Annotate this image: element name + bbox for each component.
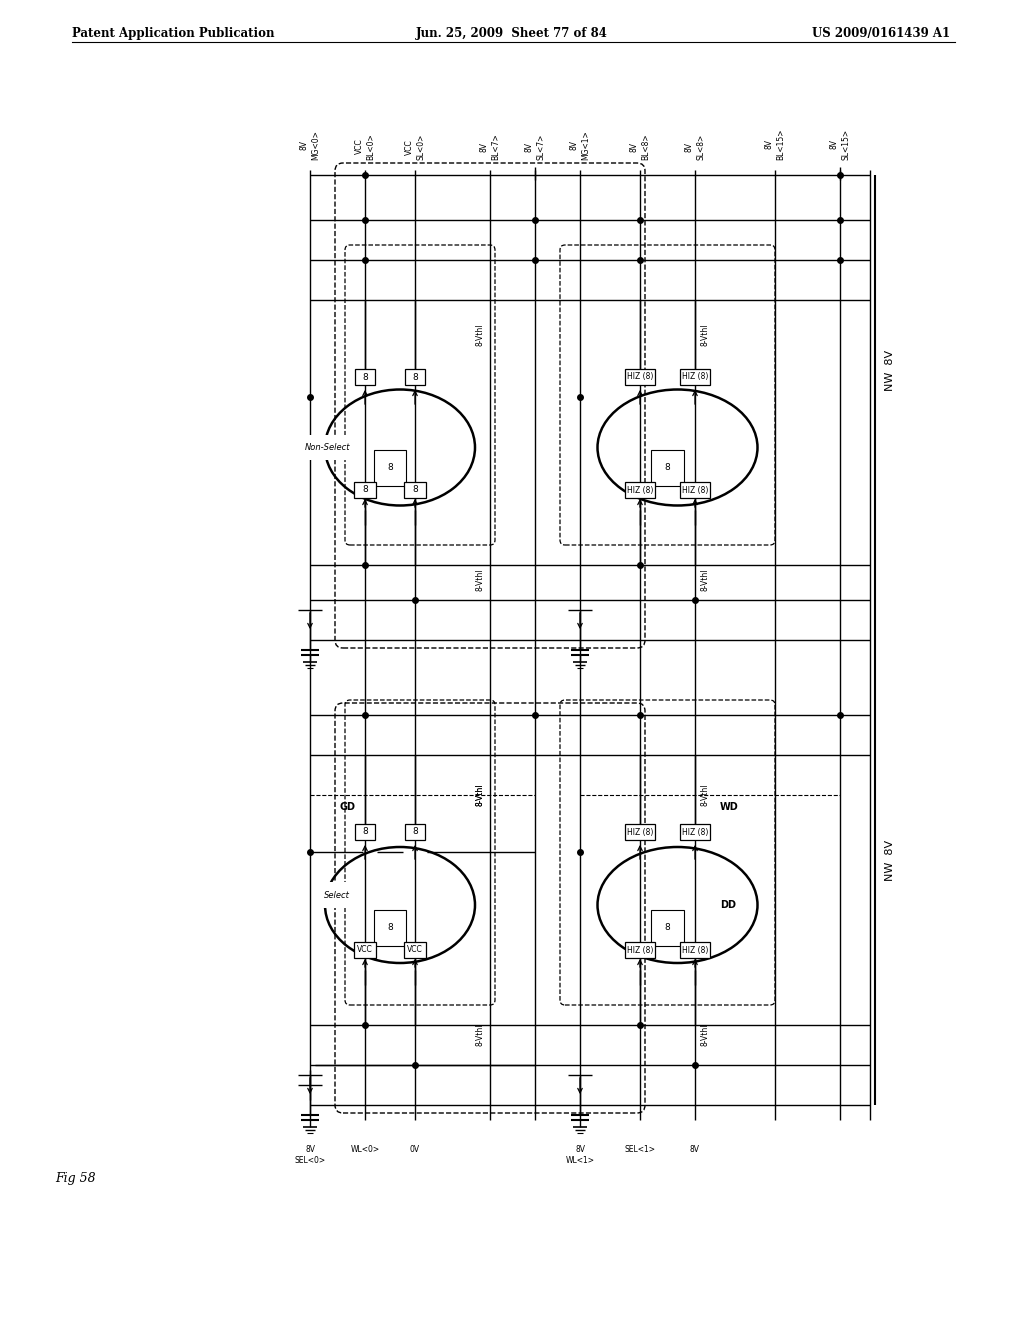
Text: 8-Vthl: 8-Vthl [475, 784, 484, 807]
Text: 8: 8 [665, 924, 671, 932]
Text: NW  8V: NW 8V [885, 840, 895, 880]
Text: HIZ (8): HIZ (8) [682, 486, 709, 495]
Bar [355, 824, 375, 840]
Text: Patent Application Publication: Patent Application Publication [72, 26, 274, 40]
Text: GD: GD [340, 803, 356, 813]
Text: 8: 8 [362, 486, 368, 495]
Text: WL<0>: WL<0> [350, 1144, 380, 1154]
Text: HIZ (8): HIZ (8) [627, 828, 653, 837]
Text: US 2009/0161439 A1: US 2009/0161439 A1 [812, 26, 950, 40]
Text: HIZ (8): HIZ (8) [682, 828, 709, 837]
Text: 8V: 8V [690, 1144, 700, 1154]
Text: 8-Vthl: 8-Vthl [700, 569, 710, 591]
Text: HIZ (8): HIZ (8) [627, 372, 653, 381]
Bar [354, 482, 376, 498]
Text: WD: WD [720, 803, 738, 813]
Text: 8: 8 [412, 486, 418, 495]
Text: SEL<1>: SEL<1> [625, 1144, 655, 1154]
Text: 8-Vthl: 8-Vthl [475, 1024, 484, 1047]
Bar [406, 824, 425, 840]
Bar [625, 942, 655, 958]
Text: DD: DD [720, 900, 736, 909]
Text: 8V
SL<8>: 8V SL<8> [685, 133, 706, 160]
Text: NW  8V: NW 8V [885, 350, 895, 391]
Text: Select: Select [325, 891, 350, 899]
Bar [680, 370, 710, 385]
Text: 8V
MG<0>: 8V MG<0> [300, 131, 321, 160]
Text: 8: 8 [665, 463, 671, 473]
Bar [680, 482, 710, 498]
Text: 8: 8 [412, 372, 418, 381]
Text: HIZ (8): HIZ (8) [627, 945, 653, 954]
Text: 8-Vthl: 8-Vthl [475, 569, 484, 591]
Text: Fig 58: Fig 58 [55, 1172, 95, 1185]
Text: VCC: VCC [357, 945, 373, 954]
Bar [406, 370, 425, 385]
Text: 8: 8 [387, 924, 393, 932]
Text: 8-Vthl: 8-Vthl [475, 784, 484, 807]
Text: 8-Vthl: 8-Vthl [700, 1024, 710, 1047]
Text: 8V
BL<8>: 8V BL<8> [630, 133, 650, 160]
Bar [354, 942, 376, 958]
Text: VCC: VCC [408, 945, 423, 954]
Text: 8V
SL<15>: 8V SL<15> [829, 129, 850, 160]
Bar [680, 824, 710, 840]
Text: 8V
SL<7>: 8V SL<7> [525, 133, 545, 160]
Bar [625, 370, 655, 385]
Bar [404, 482, 426, 498]
Text: 8: 8 [412, 828, 418, 837]
Text: 8V
BL<7>: 8V BL<7> [480, 133, 500, 160]
Text: 8: 8 [362, 828, 368, 837]
Text: Non-Select: Non-Select [304, 444, 350, 451]
Text: 8: 8 [362, 372, 368, 381]
Bar [680, 942, 710, 958]
Text: VCC
BL<0>: VCC BL<0> [355, 133, 375, 160]
Text: Jun. 25, 2009  Sheet 77 of 84: Jun. 25, 2009 Sheet 77 of 84 [416, 26, 608, 40]
Text: 8: 8 [387, 463, 393, 473]
Text: 8V
WL<1>: 8V WL<1> [565, 1144, 595, 1166]
Text: 0V: 0V [410, 1144, 420, 1154]
Text: 8V
BL<15>: 8V BL<15> [765, 128, 785, 160]
Text: 8-Vthl: 8-Vthl [475, 323, 484, 346]
Bar [404, 942, 426, 958]
Text: 8-Vthl: 8-Vthl [700, 784, 710, 807]
Text: 8-Vthl: 8-Vthl [700, 323, 710, 346]
Bar [625, 482, 655, 498]
Bar [355, 370, 375, 385]
Bar [625, 824, 655, 840]
Text: VCC
SL<0>: VCC SL<0> [404, 133, 425, 160]
Text: HIZ (8): HIZ (8) [627, 486, 653, 495]
Text: 8V
SEL<0>: 8V SEL<0> [295, 1144, 326, 1166]
Text: 8V
MG<1>: 8V MG<1> [570, 131, 590, 160]
Text: HIZ (8): HIZ (8) [682, 945, 709, 954]
Text: HIZ (8): HIZ (8) [682, 372, 709, 381]
